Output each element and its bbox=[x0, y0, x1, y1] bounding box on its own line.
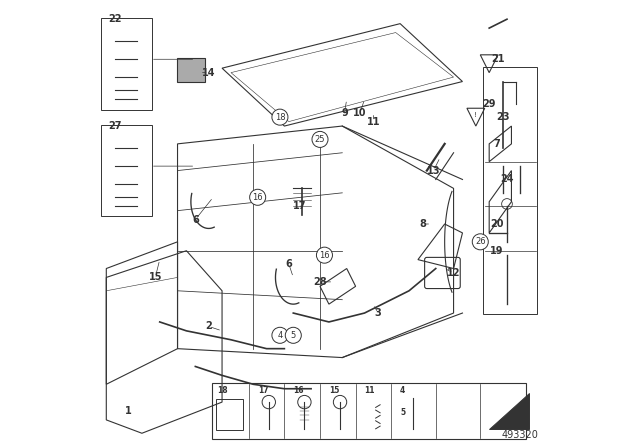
Text: 13: 13 bbox=[427, 166, 440, 176]
Text: 27: 27 bbox=[108, 121, 122, 131]
FancyBboxPatch shape bbox=[177, 58, 205, 82]
Text: 17: 17 bbox=[258, 386, 268, 395]
Text: 1: 1 bbox=[125, 406, 132, 416]
Text: 12: 12 bbox=[447, 268, 460, 278]
Text: 2: 2 bbox=[205, 321, 212, 332]
Text: 15: 15 bbox=[148, 272, 162, 282]
Text: 15: 15 bbox=[329, 386, 339, 395]
Text: 18: 18 bbox=[275, 112, 285, 122]
Text: 3: 3 bbox=[374, 308, 381, 318]
Text: 29: 29 bbox=[483, 99, 496, 109]
Circle shape bbox=[272, 109, 288, 125]
Text: 16: 16 bbox=[293, 386, 304, 395]
Circle shape bbox=[272, 327, 288, 343]
Text: 9: 9 bbox=[341, 108, 348, 118]
Text: 5: 5 bbox=[291, 331, 296, 340]
Text: 6: 6 bbox=[192, 215, 198, 224]
Polygon shape bbox=[489, 393, 529, 429]
Text: 19: 19 bbox=[490, 246, 504, 256]
Text: 6: 6 bbox=[285, 259, 292, 269]
Text: 4: 4 bbox=[400, 386, 405, 395]
Text: 16: 16 bbox=[252, 193, 263, 202]
Text: 8: 8 bbox=[419, 219, 426, 229]
Text: 28: 28 bbox=[313, 277, 327, 287]
Text: 23: 23 bbox=[496, 112, 509, 122]
Text: 493320: 493320 bbox=[501, 430, 538, 440]
Text: 5: 5 bbox=[400, 409, 405, 418]
Circle shape bbox=[316, 247, 332, 263]
Circle shape bbox=[472, 234, 488, 250]
Text: !: ! bbox=[474, 112, 477, 118]
Circle shape bbox=[312, 131, 328, 147]
Circle shape bbox=[285, 327, 301, 343]
Text: 14: 14 bbox=[202, 68, 216, 78]
Text: 11: 11 bbox=[365, 386, 375, 395]
Text: 11: 11 bbox=[367, 116, 380, 127]
Text: 17: 17 bbox=[293, 201, 307, 211]
Text: 20: 20 bbox=[490, 219, 504, 229]
Text: 25: 25 bbox=[315, 135, 325, 144]
Text: 21: 21 bbox=[492, 54, 505, 64]
Text: 10: 10 bbox=[353, 108, 367, 118]
Text: 4: 4 bbox=[277, 331, 282, 340]
Text: 7: 7 bbox=[493, 139, 500, 149]
Text: 24: 24 bbox=[500, 174, 514, 185]
Text: 16: 16 bbox=[319, 251, 330, 260]
Text: 18: 18 bbox=[218, 386, 228, 395]
Text: 26: 26 bbox=[475, 237, 486, 246]
Circle shape bbox=[250, 189, 266, 205]
Text: 22: 22 bbox=[108, 14, 122, 24]
